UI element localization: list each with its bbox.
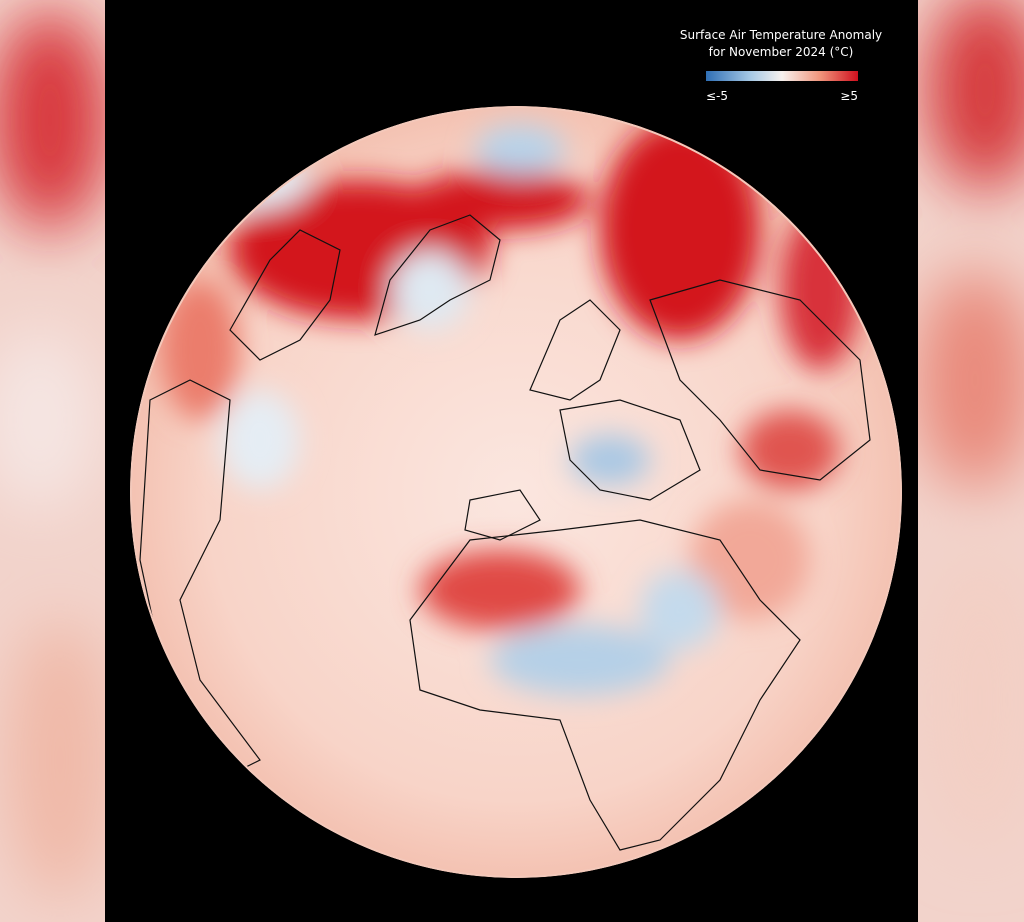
globe (130, 106, 902, 878)
scale-max-label: ≥5 (840, 89, 858, 103)
color-bar (706, 71, 858, 81)
legend-title: Surface Air Temperature Anomaly (680, 28, 882, 42)
coastlines (139, 214, 871, 851)
scale-min-label: ≤-5 (706, 89, 728, 103)
legend-title: for November 2024 (°C) (709, 45, 854, 59)
legend: Surface Air Temperature Anomaly for Nove… (680, 28, 882, 103)
